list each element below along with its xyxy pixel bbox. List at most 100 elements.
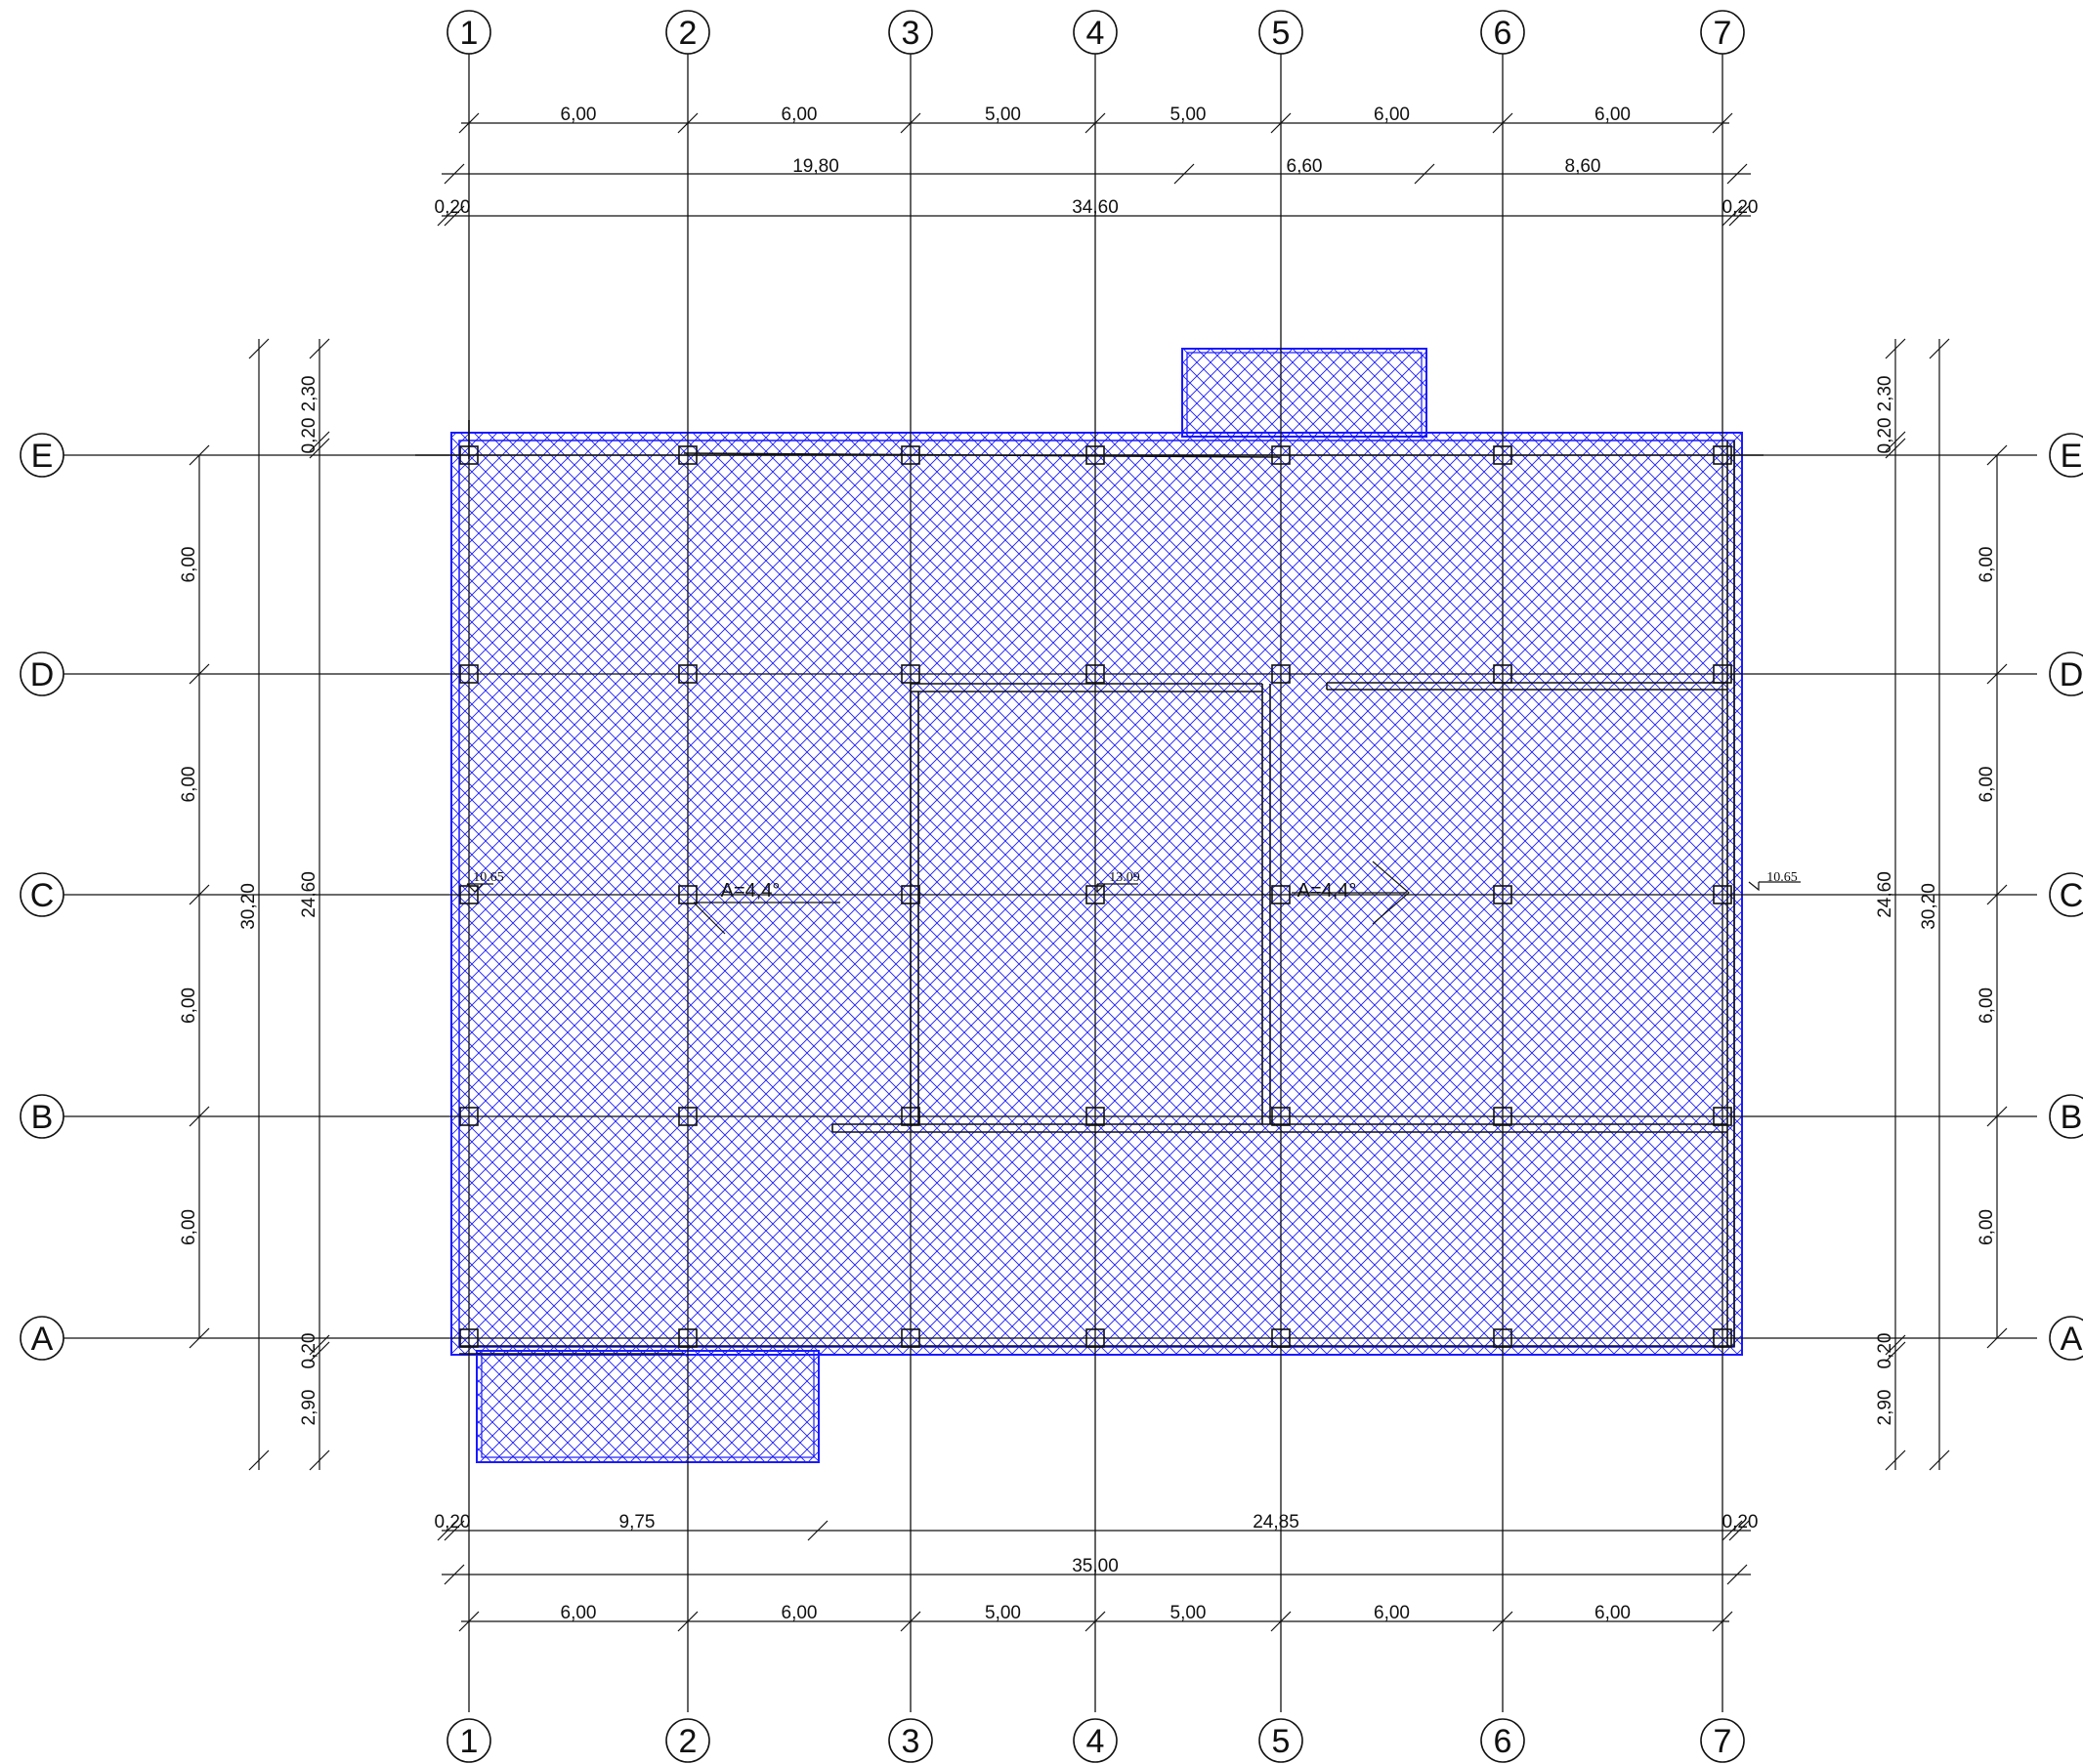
axis-label-bottom-4: 4: [1086, 1723, 1105, 1760]
dim-tick-left-inner: [309, 338, 330, 359]
dim-label-top-span-6: 6,00: [1594, 105, 1631, 125]
column-2A: [678, 1328, 698, 1348]
north-roof-extension-inner: [1186, 352, 1423, 438]
axis-bubble-right-A: [2049, 1316, 2083, 1361]
dim-label-bottom-span-3: 5,00: [985, 1603, 1021, 1623]
axis-bubble-bottom-6: [1480, 1718, 1525, 1763]
column-2E: [678, 445, 698, 465]
axis-label-right-A: A: [2061, 1321, 2083, 1358]
axis-bubble-left-D: [20, 651, 64, 696]
dim-label-top-edge-left: 0,20: [435, 197, 471, 218]
dim-tick-top-groups: [444, 163, 465, 185]
dim-label-top-group-3: 8,60: [1565, 156, 1601, 177]
column-1D: [459, 664, 479, 684]
dim-label-left-span-1: 6,00: [179, 547, 199, 583]
dim-tick-bottom-spans: [1712, 1611, 1733, 1632]
dim-tick-left-spans: [189, 1106, 210, 1127]
column-4E: [1085, 445, 1105, 465]
column-6A: [1493, 1328, 1512, 1348]
dim-label-bottom-edge-left: 0,20: [435, 1512, 471, 1533]
axis-label-bottom-7: 7: [1714, 1723, 1732, 1760]
axis-bubble-bottom-1: [446, 1718, 491, 1763]
dim-label-top-span-4: 5,00: [1170, 105, 1207, 125]
axis-bubble-top-1: [446, 10, 491, 55]
column-4B: [1085, 1107, 1105, 1126]
dimension-lines: [189, 112, 2008, 1632]
main-roof-area: [450, 432, 1743, 1356]
axis-bubble-left-E: [20, 433, 64, 478]
dim-tick-top-spans: [1712, 112, 1733, 134]
dim-tick-top-overall: [437, 205, 458, 227]
axis-label-right-E: E: [2061, 438, 2083, 475]
axis-label-left-E: E: [31, 438, 54, 475]
column-7D: [1713, 664, 1732, 684]
elevation-label-left: 10.65: [473, 870, 504, 885]
dim-tick-bottom-spans: [1270, 1611, 1292, 1632]
axis-label-right-B: B: [2061, 1099, 2083, 1136]
dim-tick-top-spans: [1084, 112, 1106, 134]
dim-tick-right-inner: [1885, 338, 1906, 359]
column-3E: [901, 445, 920, 465]
column-7A: [1713, 1328, 1732, 1348]
axis-bubble-top-4: [1073, 10, 1118, 55]
dim-tick-right-inner: [1885, 1341, 1906, 1363]
axis-bubble-bottom-4: [1073, 1718, 1118, 1763]
axis-label-top-6: 6: [1494, 15, 1512, 52]
column-5B: [1271, 1107, 1291, 1126]
dim-tick-bottom-spans: [677, 1611, 699, 1632]
dim-tick-bottom-spans: [458, 1611, 480, 1632]
grid-lines: [64, 51, 2037, 1712]
dim-tick-left-spans: [189, 884, 210, 905]
ridge-row-e: [415, 452, 1764, 458]
column-4C: [1085, 885, 1105, 904]
column-6C: [1493, 885, 1512, 904]
axis-label-right-D: D: [2060, 656, 2083, 693]
internal-walls: [415, 420, 1764, 1355]
column-3B: [901, 1107, 920, 1126]
dim-label-top-edge-right: 0,20: [1722, 197, 1759, 218]
dim-label-left-outer: 30,20: [238, 883, 259, 930]
dim-label-right-span-3: 6,00: [1977, 987, 1997, 1024]
elev-marker-center: [1096, 883, 1138, 894]
axis-label-bottom-2: 2: [679, 1723, 698, 1760]
south-roof-extension-inner: [481, 1350, 815, 1458]
axis-bubble-top-3: [888, 10, 933, 55]
dim-tick-top-overall: [1722, 205, 1743, 227]
axis-bubbles: [20, 10, 2083, 1763]
dim-label-bottom-span-2: 6,00: [782, 1603, 818, 1623]
dim-label-bottom-span-5: 6,00: [1374, 1603, 1410, 1623]
dim-label-left-span-3: 6,00: [179, 987, 199, 1024]
slope-arrow-right: [1292, 861, 1410, 925]
dim-tick-right-inner: [1885, 1334, 1906, 1356]
dim-tick-right-spans: [1986, 1327, 2008, 1349]
axis-label-left-C: C: [30, 877, 55, 914]
dim-label-left-top-ext: 2,30: [299, 376, 319, 412]
axis-bubble-right-D: [2049, 651, 2083, 696]
dim-label-bottom-span-4: 5,00: [1170, 1603, 1207, 1623]
axis-bubble-left-C: [20, 872, 64, 917]
labels: 1 1 2 2 3 3 4 4 5 5 6 6 7 7 E E D D C C B B A A 6,00 6,00 5,00 5,00…: [30, 15, 2083, 1760]
dim-tick-right-spans: [1986, 1106, 2008, 1127]
axis-bubble-bottom-5: [1258, 1718, 1303, 1763]
dim-tick-left-spans: [189, 444, 210, 466]
dim-label-top-group-2: 6,60: [1287, 156, 1323, 177]
dim-label-right-span-1: 6,00: [1977, 547, 1997, 583]
axis-label-bottom-1: 1: [460, 1723, 479, 1760]
dim-label-top-span-3: 5,00: [985, 105, 1021, 125]
dim-tick-top-groups: [1726, 163, 1748, 185]
column-7E: [1713, 445, 1732, 465]
dim-label-top-group-1: 19,80: [792, 156, 839, 177]
column-4A: [1085, 1328, 1105, 1348]
wall-row-b: [831, 1123, 1727, 1133]
axis-bubble-bottom-3: [888, 1718, 933, 1763]
axis-label-top-4: 4: [1086, 15, 1105, 52]
axis-label-top-3: 3: [902, 15, 920, 52]
north-roof-extension: [1181, 348, 1427, 438]
column-2C: [678, 885, 698, 904]
axis-bubble-top-6: [1480, 10, 1525, 55]
dim-label-left-bottom-edge: 0,20: [299, 1333, 319, 1369]
column-5E: [1271, 445, 1291, 465]
dim-tick-right-spans: [1986, 663, 2008, 685]
column-7C: [1713, 885, 1732, 904]
axis-label-top-1: 1: [460, 15, 479, 52]
